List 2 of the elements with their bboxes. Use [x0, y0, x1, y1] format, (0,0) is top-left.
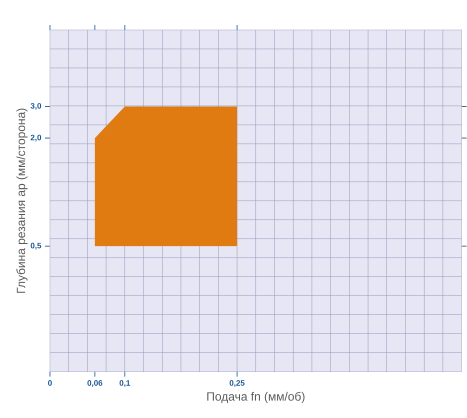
y-axis-title: Глубина резания ap (мм/сторона) [16, 108, 28, 293]
x-axis-title: Подача fn (мм/об) [207, 392, 305, 404]
